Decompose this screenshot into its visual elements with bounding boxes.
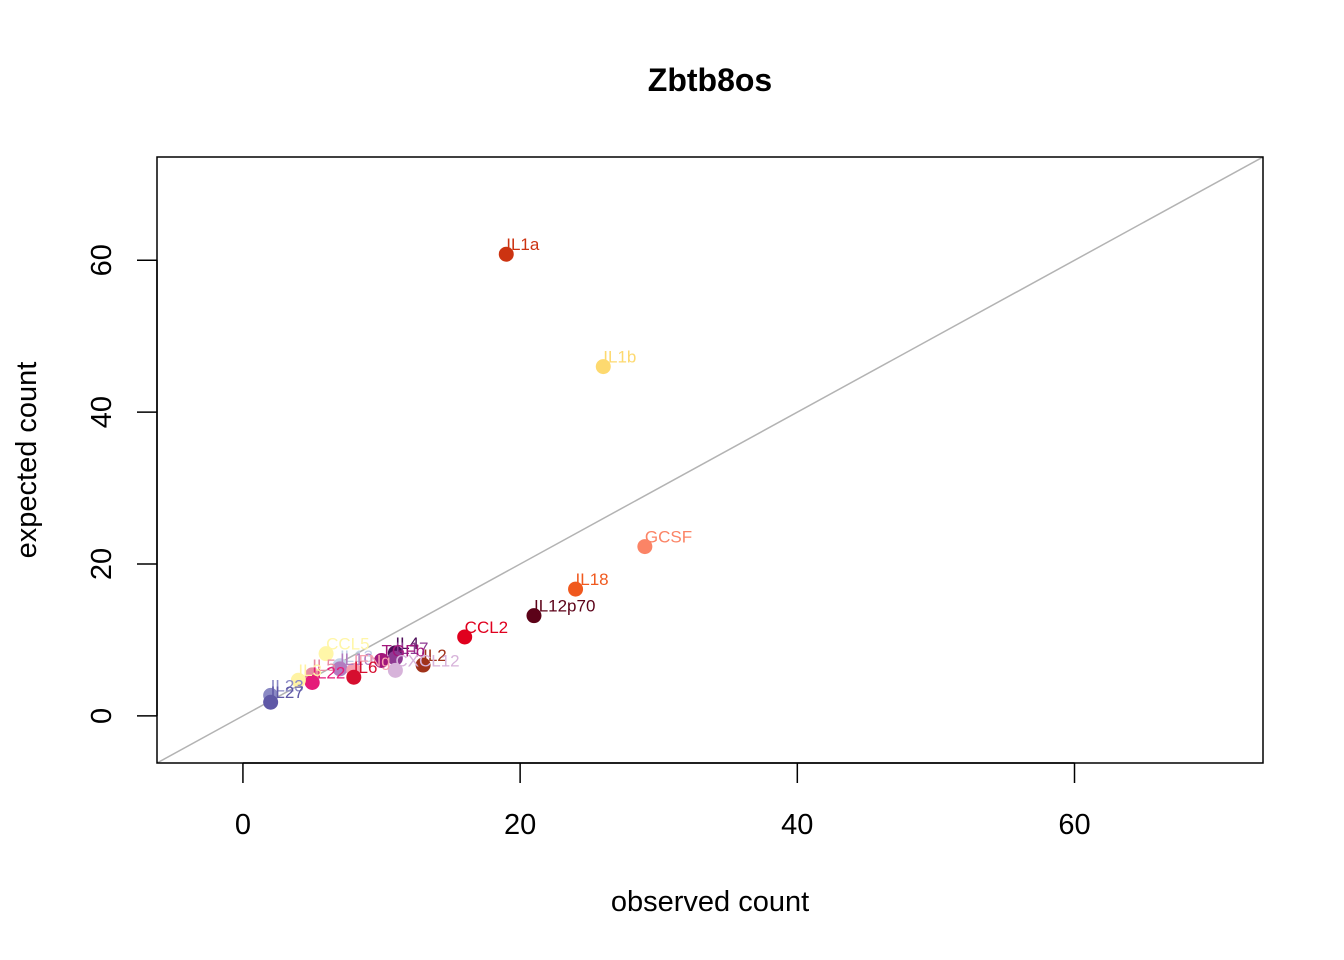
- x-tick-label: 40: [781, 809, 813, 841]
- y-tick-label: 60: [86, 244, 118, 276]
- point-gcsf: [637, 539, 653, 555]
- x-axis: 0 20 40 60: [235, 762, 1091, 841]
- point-label-il3: IL3: [298, 661, 322, 680]
- x-tick-label: 0: [235, 809, 251, 841]
- point-label-tgfb: TGFb: [382, 641, 425, 660]
- point-label-il6: IL6: [354, 658, 378, 677]
- point-label-il1a: IL1a: [506, 235, 540, 254]
- point-il12p70: [526, 608, 542, 624]
- point-il18: [568, 581, 584, 597]
- y-axis: 0 20 40 60: [86, 244, 158, 724]
- point-label-il13: IL13: [340, 647, 373, 666]
- point-label-il17: IL17: [395, 639, 428, 658]
- point-label-ccl2: CCL2: [465, 618, 508, 637]
- point-il17: [387, 650, 403, 666]
- point-label-il1b: IL1b: [603, 348, 636, 367]
- point-label-gcsf: GCSF: [645, 528, 692, 547]
- point-ccl2: [457, 629, 473, 645]
- point-label-il2: IL2: [423, 646, 447, 665]
- x-tick-label: 60: [1058, 809, 1090, 841]
- x-tick-label: 20: [504, 809, 536, 841]
- point-il10: [332, 661, 348, 677]
- point-label-il27: IL27: [271, 683, 304, 702]
- point-label-il12p70: IL12p70: [534, 597, 595, 616]
- point-il6: [346, 669, 362, 685]
- point-label-il4: IL4: [395, 634, 419, 653]
- point-il1b: [595, 359, 611, 375]
- point-labels-layer: IL1a IL1b GCSF IL18 IL12p70 CCL2 CCL5 IL4IL17TG…: [271, 235, 692, 702]
- point-label-ifng: IFNg: [354, 651, 391, 670]
- y-tick-label: 40: [86, 396, 118, 428]
- point-cxcl12: [387, 662, 403, 678]
- point-il2: [415, 657, 431, 673]
- point-label-ccl5: CCL5: [326, 635, 369, 654]
- chart-title: Zbtb8os: [648, 62, 772, 98]
- point-il3: [290, 672, 306, 688]
- x-axis-label: observed count: [611, 886, 809, 918]
- point-label-il22: IL22: [312, 664, 345, 683]
- points-layer: [263, 246, 653, 710]
- point-label-il10: IL10: [340, 650, 373, 669]
- point-il22: [304, 675, 320, 691]
- point-tgfb: [374, 652, 390, 668]
- point-label-il23: IL23: [271, 676, 304, 695]
- point-label-cxcl12: CXCL12: [395, 651, 459, 670]
- y-tick-label: 0: [86, 708, 118, 724]
- y-axis-label: expected count: [11, 362, 43, 559]
- y-tick-label: 20: [86, 548, 118, 580]
- point-ccl5: [318, 646, 334, 662]
- point-il27: [263, 694, 279, 710]
- point-label-il18: IL18: [576, 570, 609, 589]
- point-label-il5: IL5: [312, 656, 336, 675]
- point-il1a: [498, 246, 514, 262]
